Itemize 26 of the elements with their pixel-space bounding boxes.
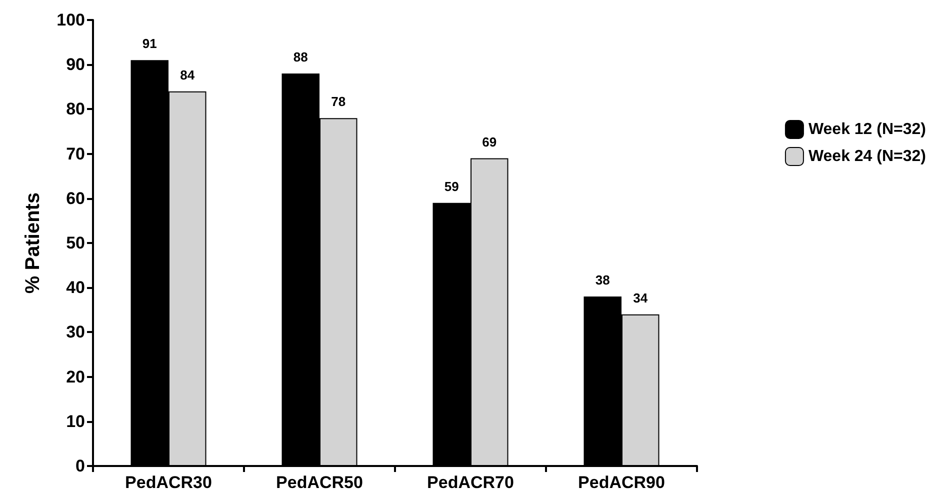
y-tick-label: 70 [66, 144, 85, 164]
y-tick-label: 0 [76, 456, 85, 476]
legend-label: Week 24 (N=32) [808, 148, 926, 165]
y-tick-label: 50 [66, 234, 85, 252]
y-tick-label: 90 [66, 55, 85, 74]
data-label: 59 [444, 178, 459, 194]
x-tick-label: PedACR50 [276, 473, 363, 492]
data-label: 69 [482, 134, 497, 150]
data-label: 34 [633, 290, 648, 306]
data-label: 91 [142, 36, 157, 52]
x-tick-label: PedACR30 [125, 473, 212, 492]
legend-label: Week 12 (N=32) [808, 121, 926, 138]
y-axis-title: % Patients [22, 192, 44, 294]
data-label: 78 [331, 94, 346, 110]
data-label: 84 [180, 67, 196, 82]
y-tick-label: 10 [66, 412, 85, 431]
x-tick-label: PedACR90 [578, 473, 665, 492]
y-tick-label: 60 [66, 188, 85, 208]
data-label: 38 [595, 272, 610, 288]
x-tick-label: PedACR70 [427, 473, 514, 492]
y-tick-label: 100 [56, 10, 85, 30]
y-tick-label: 20 [66, 367, 85, 386]
data-label: 88 [293, 50, 308, 65]
y-tick-label: 30 [66, 322, 85, 342]
y-tick-label: 80 [66, 100, 85, 119]
y-tick-label: 40 [66, 278, 85, 298]
